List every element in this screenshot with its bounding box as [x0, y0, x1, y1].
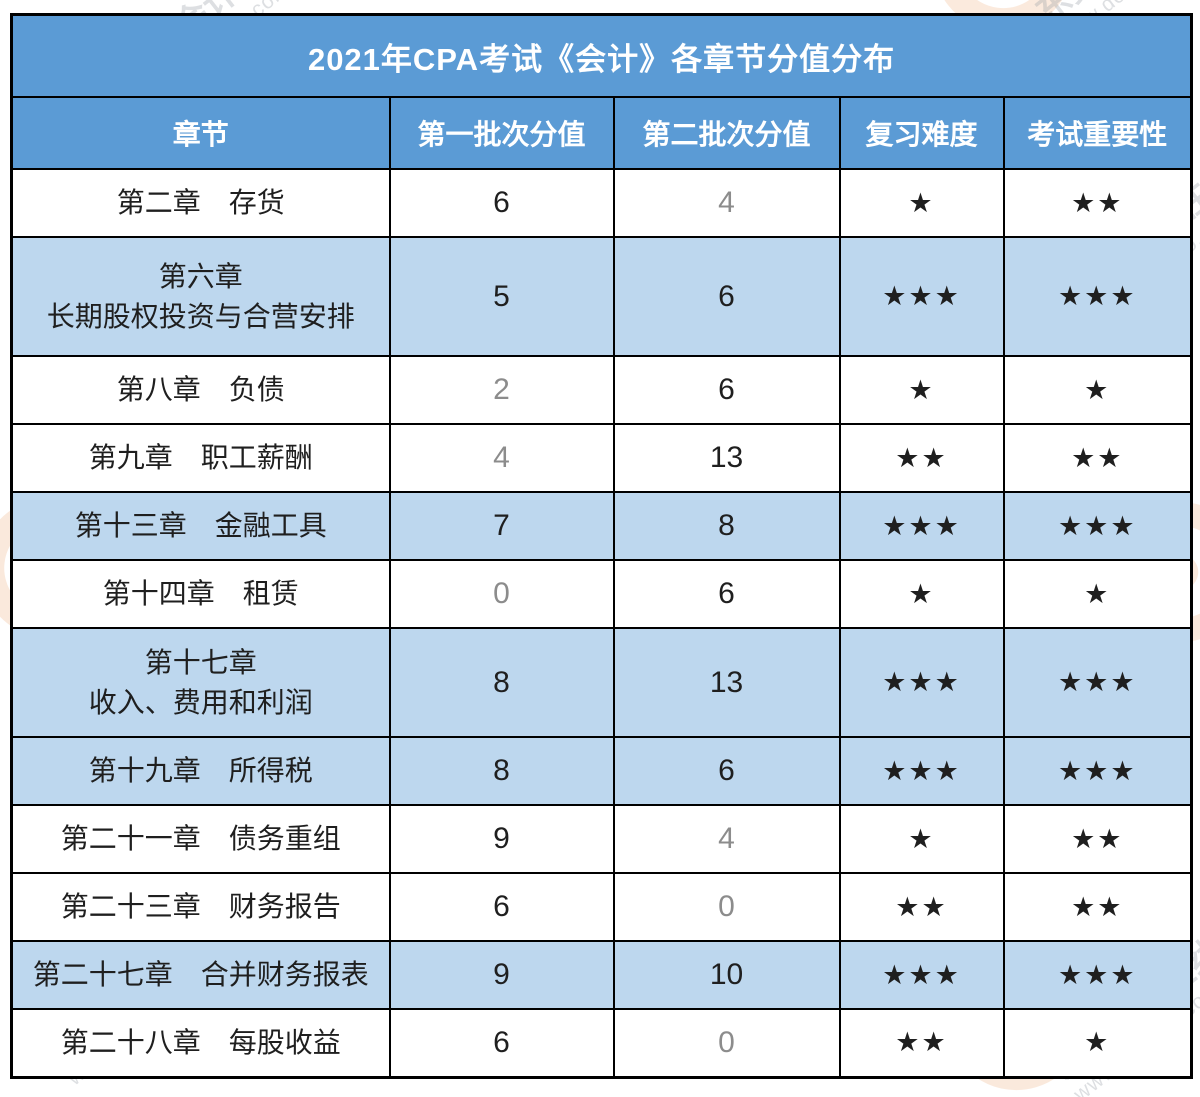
batch2-value: 6: [612, 559, 841, 629]
col-header-importance: 考试重要性: [1002, 96, 1193, 170]
table-row: 第十七章 收入、费用和利润 8 13 ★★★ ★★★: [10, 627, 1193, 738]
table-row: 第十九章 所得税 8 6 ★★★ ★★★: [10, 736, 1193, 806]
table-row: 第二十三章 财务报告 6 0 ★★ ★★: [10, 872, 1193, 942]
difficulty-stars: ★★: [838, 1008, 1005, 1078]
chapter-cell: 第八章 负债: [10, 355, 391, 425]
table-row: 第十三章 金融工具 7 8 ★★★ ★★★: [10, 491, 1193, 561]
difficulty-stars: ★: [838, 804, 1005, 874]
difficulty-stars: ★★★: [838, 940, 1005, 1010]
importance-stars: ★★★: [1002, 627, 1193, 738]
difficulty-stars: ★★★: [838, 491, 1005, 561]
batch1-value: 5: [388, 236, 615, 357]
importance-stars: ★: [1002, 1008, 1193, 1078]
batch2-value: 8: [612, 491, 841, 561]
table-title-row: 2021年CPA考试《会计》各章节分值分布: [10, 13, 1193, 98]
table-row: 第九章 职工薪酬 4 13 ★★ ★★: [10, 423, 1193, 493]
chapter-cell: 第十四章 租赁: [10, 559, 391, 629]
table-row: 第八章 负债 2 6 ★ ★: [10, 355, 1193, 425]
chapter-cell: 第二章 存货: [10, 168, 391, 238]
importance-stars: ★★: [1002, 872, 1193, 942]
difficulty-stars: ★: [838, 559, 1005, 629]
batch1-value: 0: [388, 559, 615, 629]
importance-stars: ★★★: [1002, 940, 1193, 1010]
table-row: 第二十七章 合并财务报表 9 10 ★★★ ★★★: [10, 940, 1193, 1010]
col-header-chapter: 章节: [10, 96, 391, 170]
batch2-value: 4: [612, 168, 841, 238]
batch2-value: 4: [612, 804, 841, 874]
importance-stars: ★★★: [1002, 736, 1193, 806]
table-row: 第二十八章 每股收益 6 0 ★★ ★: [10, 1008, 1193, 1078]
batch1-value: 8: [388, 736, 615, 806]
batch2-value: 13: [612, 627, 841, 738]
batch1-value: 6: [388, 1008, 615, 1078]
batch1-value: 6: [388, 168, 615, 238]
difficulty-stars: ★★: [838, 872, 1005, 942]
batch2-value: 6: [612, 236, 841, 357]
batch1-value: 8: [388, 627, 615, 738]
col-header-batch2: 第二批次分值: [612, 96, 841, 170]
batch2-value: 0: [612, 872, 841, 942]
chapter-cell: 第二十七章 合并财务报表: [10, 940, 391, 1010]
importance-stars: ★★: [1002, 804, 1193, 874]
batch1-value: 4: [388, 423, 615, 493]
table-header-row: 章节 第一批次分值 第二批次分值 复习难度 考试重要性: [10, 96, 1193, 170]
col-header-difficulty: 复习难度: [838, 96, 1005, 170]
importance-stars: ★: [1002, 355, 1193, 425]
difficulty-stars: ★: [838, 355, 1005, 425]
difficulty-stars: ★★: [838, 423, 1005, 493]
chapter-cell: 第二十八章 每股收益: [10, 1008, 391, 1078]
score-distribution-table: 2021年CPA考试《会计》各章节分值分布 章节 第一批次分值 第二批次分值 复…: [10, 13, 1194, 1079]
importance-stars: ★★★: [1002, 236, 1193, 357]
table-row: 第六章 长期股权投资与合营安排 5 6 ★★★ ★★★: [10, 236, 1193, 357]
col-header-batch1: 第一批次分值: [388, 96, 615, 170]
batch2-value: 0: [612, 1008, 841, 1078]
table-row: 第十四章 租赁 0 6 ★ ★: [10, 559, 1193, 629]
difficulty-stars: ★★★: [838, 236, 1005, 357]
difficulty-stars: ★: [838, 168, 1005, 238]
chapter-cell: 第十九章 所得税: [10, 736, 391, 806]
batch2-value: 6: [612, 355, 841, 425]
chapter-cell: 第六章 长期股权投资与合营安排: [10, 236, 391, 357]
batch1-value: 9: [388, 804, 615, 874]
table-row: 第二十一章 债务重组 9 4 ★ ★★: [10, 804, 1193, 874]
batch1-value: 7: [388, 491, 615, 561]
table-row: 第二章 存货 6 4 ★ ★★: [10, 168, 1193, 238]
difficulty-stars: ★★★: [838, 736, 1005, 806]
chapter-cell: 第二十一章 债务重组: [10, 804, 391, 874]
chapter-cell: 第十三章 金融工具: [10, 491, 391, 561]
chapter-cell: 第二十三章 财务报告: [10, 872, 391, 942]
difficulty-stars: ★★★: [838, 627, 1005, 738]
batch2-value: 10: [612, 940, 841, 1010]
importance-stars: ★★: [1002, 168, 1193, 238]
importance-stars: ★★★: [1002, 491, 1193, 561]
batch1-value: 6: [388, 872, 615, 942]
batch2-value: 13: [612, 423, 841, 493]
batch1-value: 9: [388, 940, 615, 1010]
chapter-cell: 第九章 职工薪酬: [10, 423, 391, 493]
chapter-cell: 第十七章 收入、费用和利润: [10, 627, 391, 738]
importance-stars: ★★: [1002, 423, 1193, 493]
batch2-value: 6: [612, 736, 841, 806]
importance-stars: ★: [1002, 559, 1193, 629]
batch1-value: 2: [388, 355, 615, 425]
table-title: 2021年CPA考试《会计》各章节分值分布: [10, 13, 1193, 98]
